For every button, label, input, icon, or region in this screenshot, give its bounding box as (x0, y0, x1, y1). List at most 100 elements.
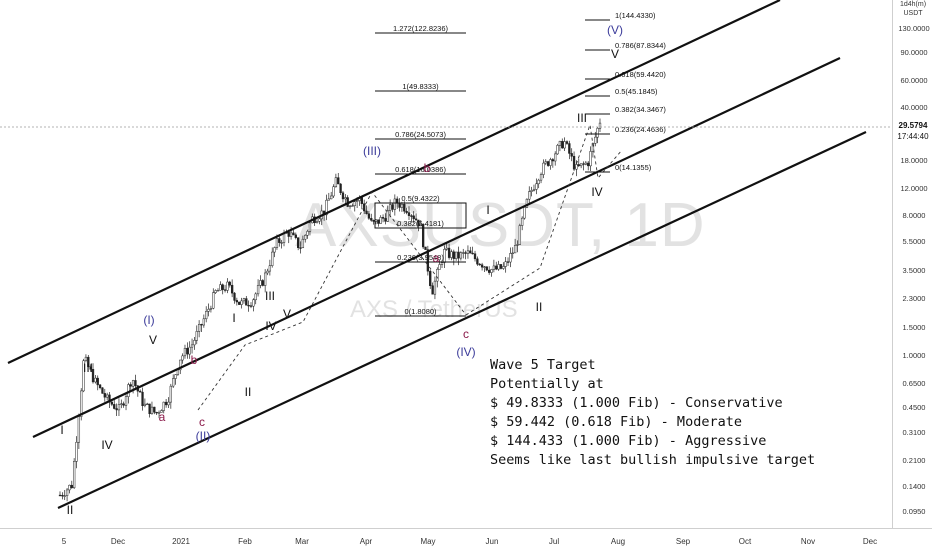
fib-zone (374, 202, 467, 229)
candle (235, 297, 239, 306)
candle-body (101, 387, 104, 394)
candle (58, 491, 62, 497)
candle (405, 207, 408, 215)
candle-body (332, 186, 335, 197)
candle-body (226, 281, 229, 291)
candle (301, 235, 305, 249)
candle (443, 245, 446, 269)
candle (115, 403, 118, 417)
price-tick-label: 90.0000 (900, 48, 927, 57)
candle (509, 247, 512, 268)
price-tick-label: 3.5000 (903, 266, 926, 275)
price-axis[interactable]: 1d4h(m) USDT 130.0000 90.0000 60.0000 40.00… (892, 0, 932, 528)
candle (464, 250, 467, 260)
candle (572, 151, 576, 172)
price-tick-labels: 130.0000 90.0000 60.0000 40.0000 18.0000 12.0… (898, 24, 929, 516)
candle-body (197, 324, 201, 332)
wave-label: I (232, 311, 235, 325)
candle (190, 338, 194, 354)
fib-label: 1.272(122.8236) (393, 24, 449, 33)
candle (77, 413, 81, 450)
candle-body (169, 385, 172, 403)
candle-body (462, 252, 465, 254)
candle-body (367, 213, 371, 219)
candle-body (195, 331, 198, 341)
candle-body (308, 222, 312, 232)
time-tick-label: May (420, 537, 435, 546)
candle-body (205, 311, 208, 320)
fib-level: 0(1.8080) (375, 307, 466, 317)
candle-body (337, 177, 340, 185)
candle-body (391, 204, 394, 210)
fib-level: 0.786(87.8344) (585, 41, 666, 51)
candle (200, 323, 203, 333)
candle (565, 140, 569, 145)
candle (466, 245, 470, 259)
candle-body (139, 390, 142, 393)
candle (297, 237, 300, 251)
last-price: 29.5794 (898, 121, 928, 130)
time-axis[interactable]: 5 Dec 2021 Feb Mar Apr May Jun Jul Aug Sep Oct Nov De… (0, 528, 932, 551)
candle-body (466, 250, 470, 254)
candle-body (179, 359, 182, 371)
candle (205, 306, 208, 323)
candle (141, 387, 144, 411)
candle-body (400, 203, 404, 208)
wave-label: (V) (607, 23, 623, 37)
candle-body (490, 269, 493, 273)
candle-body (249, 305, 253, 307)
candle (497, 260, 500, 271)
wave-label: a (433, 251, 440, 265)
candle (252, 298, 255, 312)
candle (155, 411, 158, 416)
candle-body (292, 232, 295, 236)
candle-body (304, 234, 307, 240)
candle (518, 223, 521, 245)
candle-body (188, 346, 191, 355)
candle (455, 251, 458, 261)
candle-body (436, 269, 439, 282)
candle (322, 210, 326, 221)
candle (219, 281, 222, 291)
candle (516, 240, 519, 253)
candle (292, 229, 295, 236)
candle (598, 118, 602, 133)
candle-body (492, 265, 496, 270)
axis-header: 1d4h(m) USDT (893, 0, 932, 18)
candle-body (565, 141, 569, 144)
candle (558, 140, 562, 152)
candle-body (200, 324, 203, 326)
candle (264, 269, 267, 293)
candle-body (271, 251, 274, 266)
candle-body (63, 495, 66, 497)
candle (325, 194, 328, 221)
candle-body (155, 411, 158, 414)
candle (330, 191, 333, 200)
price-tick-label: 2.3000 (903, 294, 926, 303)
candle (528, 186, 531, 205)
candle-body (261, 280, 264, 286)
candle-body (268, 265, 272, 272)
candle-body (318, 218, 321, 222)
candle-body (455, 251, 458, 259)
candle (488, 266, 491, 275)
candle-body (417, 219, 420, 227)
candle (103, 388, 106, 402)
candle-body (544, 161, 547, 164)
candle-body (587, 162, 590, 167)
candle-body (360, 197, 363, 204)
price-tick-label: 0.1400 (903, 482, 926, 491)
candle-body (403, 203, 406, 212)
candle-body (464, 252, 467, 254)
candle-body (325, 199, 328, 216)
candle-body (568, 143, 571, 154)
candle (556, 143, 559, 155)
candle-body (186, 347, 189, 355)
candle (84, 354, 88, 363)
candle (334, 173, 338, 188)
candle-body (77, 416, 81, 443)
candle-body (551, 159, 554, 162)
candle (153, 406, 156, 415)
